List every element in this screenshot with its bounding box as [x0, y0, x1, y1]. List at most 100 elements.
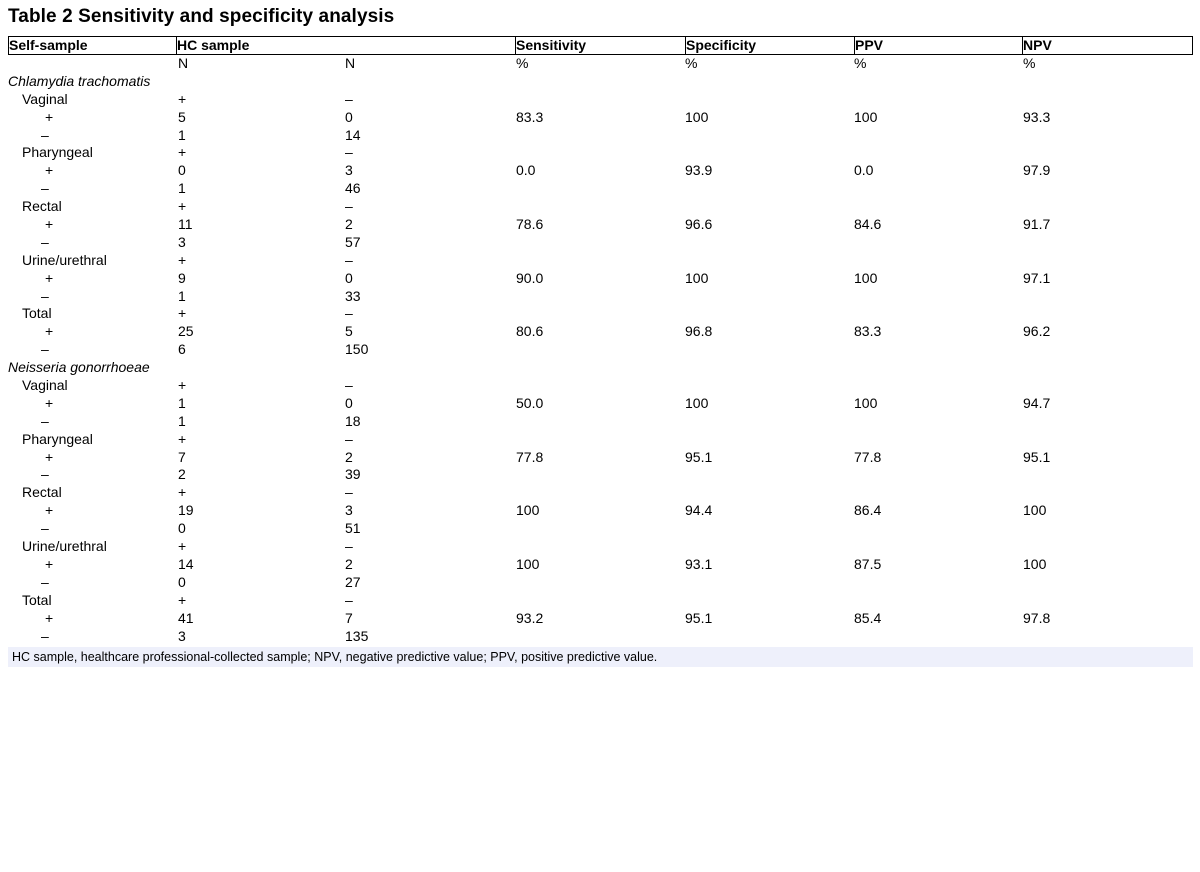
column-header-npv: NPV	[1023, 37, 1052, 53]
hc-negative-count: 135	[345, 627, 369, 644]
sample-site-row: Rectal + –	[8, 198, 1193, 216]
self-negative-row: – 1 18	[8, 413, 1193, 431]
hc-positive-header: +	[178, 305, 187, 322]
specificity-value: 96.8	[685, 323, 713, 340]
sensitivity-value: 90.0	[516, 269, 544, 286]
ppv-value: 100	[854, 108, 878, 125]
self-negative-row: – 1 14	[8, 127, 1193, 145]
self-positive-row: +7 2 77.8 95.1 77.8 95.1	[8, 449, 1193, 467]
hc-negative-count: 0	[345, 269, 353, 286]
hc-positive-header: +	[178, 90, 187, 107]
npv-value: 91.7	[1023, 216, 1051, 233]
header-divider	[176, 37, 177, 54]
sensitivity-value: 80.6	[516, 323, 544, 340]
hc-positive-count: 6	[178, 341, 186, 358]
hc-negative-header: –	[345, 198, 353, 215]
hc-negative-count: 18	[345, 412, 361, 429]
hc-negative-count: 3	[345, 502, 353, 519]
hc-negative-count: 57	[345, 233, 361, 250]
column-header-specificity: Specificity	[686, 37, 757, 53]
hc-positive-count: 14	[178, 555, 194, 572]
specificity-value: 93.9	[685, 162, 713, 179]
hc-positive-count: 1	[178, 180, 186, 197]
hc-positive-header: +	[178, 377, 187, 394]
self-positive-row: +11 2 78.6 96.6 84.6 91.7	[8, 216, 1193, 234]
row-sign: +	[45, 555, 54, 572]
ppv-value: 0.0	[854, 162, 874, 179]
self-negative-row: – 6 150	[8, 341, 1193, 359]
unit-cell: N	[345, 55, 356, 71]
row-sign: +	[45, 216, 54, 233]
ppv-value: 77.8	[854, 448, 882, 465]
hc-positive-count: 3	[178, 627, 186, 644]
row-sign: –	[41, 520, 49, 537]
row-sign: +	[45, 269, 54, 286]
header-divider	[685, 37, 686, 54]
hc-positive-header: +	[178, 198, 187, 215]
sample-site-row: Vaginal + –	[8, 91, 1193, 109]
ppv-value: 100	[854, 394, 878, 411]
sample-site-row: Urine/urethral + –	[8, 252, 1193, 270]
specificity-value: 100	[685, 269, 709, 286]
hc-negative-count: 46	[345, 180, 361, 197]
sample-site-name: Rectal	[22, 198, 62, 215]
row-sign: –	[41, 180, 49, 197]
hc-negative-header: –	[345, 305, 353, 322]
hc-positive-header: +	[178, 591, 187, 608]
sample-site-name: Urine/urethral	[22, 538, 107, 555]
self-negative-row: – 2 39	[8, 466, 1193, 484]
organism-name: Neisseria gonorrhoeae	[8, 359, 150, 376]
row-sign: +	[45, 162, 54, 179]
sample-site-name: Urine/urethral	[22, 251, 107, 268]
self-positive-row: +1 0 50.0 100 100 94.7	[8, 395, 1193, 413]
hc-negative-header: –	[345, 251, 353, 268]
hc-negative-header: –	[345, 484, 353, 501]
npv-value: 97.9	[1023, 162, 1051, 179]
specificity-value: 96.6	[685, 216, 713, 233]
row-sign: +	[45, 108, 54, 125]
hc-positive-header: +	[178, 430, 187, 447]
npv-value: 100	[1023, 555, 1047, 572]
hc-negative-header: –	[345, 90, 353, 107]
row-sign: –	[41, 233, 49, 250]
hc-positive-count: 41	[178, 609, 194, 626]
ppv-value: 85.4	[854, 609, 882, 626]
self-negative-row: – 0 51	[8, 520, 1193, 538]
self-positive-row: +9 0 90.0 100 100 97.1	[8, 270, 1193, 288]
npv-value: 97.1	[1023, 269, 1051, 286]
table-header-row: Self-sample HC sample Sensitivity Specif…	[8, 36, 1193, 55]
sensitivity-value: 93.2	[516, 609, 544, 626]
self-positive-row: +14 2 100 93.1 87.5 100	[8, 556, 1193, 574]
ppv-value: 87.5	[854, 555, 882, 572]
hc-negative-header: –	[345, 430, 353, 447]
self-positive-row: +41 7 93.2 95.1 85.4 97.8	[8, 610, 1193, 628]
hc-negative-count: 0	[345, 108, 353, 125]
hc-positive-count: 0	[178, 573, 186, 590]
self-positive-row: +0 3 0.0 93.9 0.0 97.9	[8, 162, 1193, 180]
row-sign: +	[45, 609, 54, 626]
ppv-value: 86.4	[854, 502, 882, 519]
sensitivity-value: 77.8	[516, 448, 544, 465]
column-header-ppv: PPV	[855, 37, 884, 53]
header-divider	[854, 37, 855, 54]
hc-negative-count: 51	[345, 520, 361, 537]
unit-cell: %	[516, 55, 529, 71]
sample-site-row: Vaginal + –	[8, 377, 1193, 395]
sample-site-name: Vaginal	[22, 90, 68, 107]
sample-site-row: Pharyngeal + –	[8, 431, 1193, 449]
column-header-hc-sample: HC sample	[177, 37, 250, 53]
npv-value: 93.3	[1023, 108, 1051, 125]
sample-site-name: Total	[22, 591, 52, 608]
row-sign: +	[45, 502, 54, 519]
hc-negative-count: 150	[345, 341, 369, 358]
hc-positive-count: 1	[178, 126, 186, 143]
self-positive-row: +5 0 83.3 100 100 93.3	[8, 109, 1193, 127]
row-sign: –	[41, 412, 49, 429]
specificity-value: 100	[685, 394, 709, 411]
specificity-value: 95.1	[685, 609, 713, 626]
hc-negative-header: –	[345, 538, 353, 555]
self-negative-row: – 1 46	[8, 180, 1193, 198]
row-sign: –	[41, 126, 49, 143]
hc-negative-count: 7	[345, 609, 353, 626]
header-divider	[515, 37, 516, 54]
